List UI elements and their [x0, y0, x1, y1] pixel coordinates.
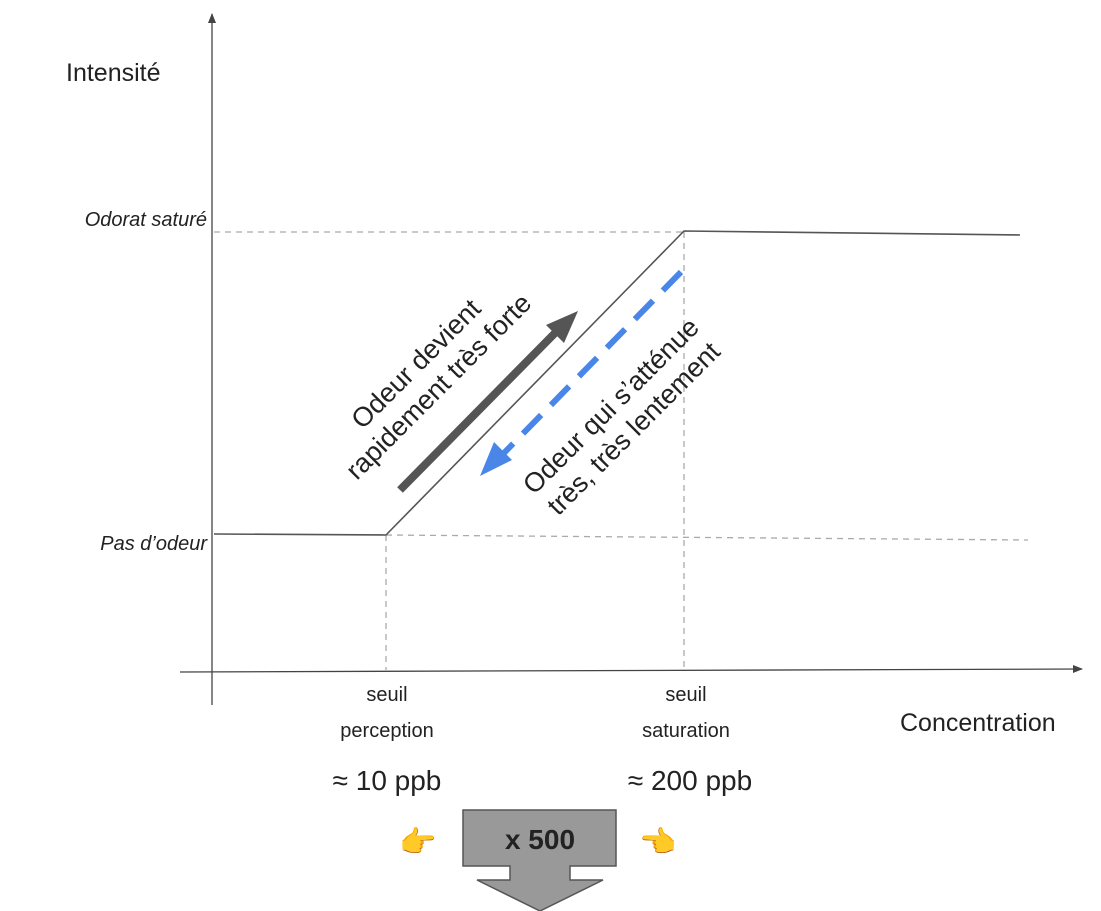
- saturation-threshold-line2: saturation: [642, 720, 730, 742]
- ratio-down-arrow: [462, 809, 617, 911]
- fall-arrow: [480, 269, 684, 476]
- no-odor-level-label: Pas d’odeur: [100, 533, 208, 555]
- x-axis-label: Concentration: [900, 709, 1056, 737]
- rise-arrow: [397, 311, 578, 493]
- y-axis-label: Intensité: [66, 59, 161, 87]
- no-odor-level-guide: [385, 534, 1029, 541]
- right-pointing-hand-icon: 👈: [639, 825, 676, 860]
- saturation-threshold-value: ≈ 200 ppb: [628, 765, 752, 796]
- perception-threshold-line1: seuil: [366, 684, 407, 706]
- saturation-threshold-line1: seuil: [665, 684, 706, 706]
- response-curve: [213, 230, 1021, 536]
- ratio-label: x 500: [505, 824, 575, 855]
- left-pointing-hand-icon: 👉: [399, 825, 436, 860]
- perception-threshold-value: ≈ 10 ppb: [333, 765, 442, 796]
- x-axis: [179, 665, 1083, 674]
- saturated-level-label: Odorat saturé: [85, 209, 207, 231]
- perception-threshold-line2: perception: [340, 720, 433, 742]
